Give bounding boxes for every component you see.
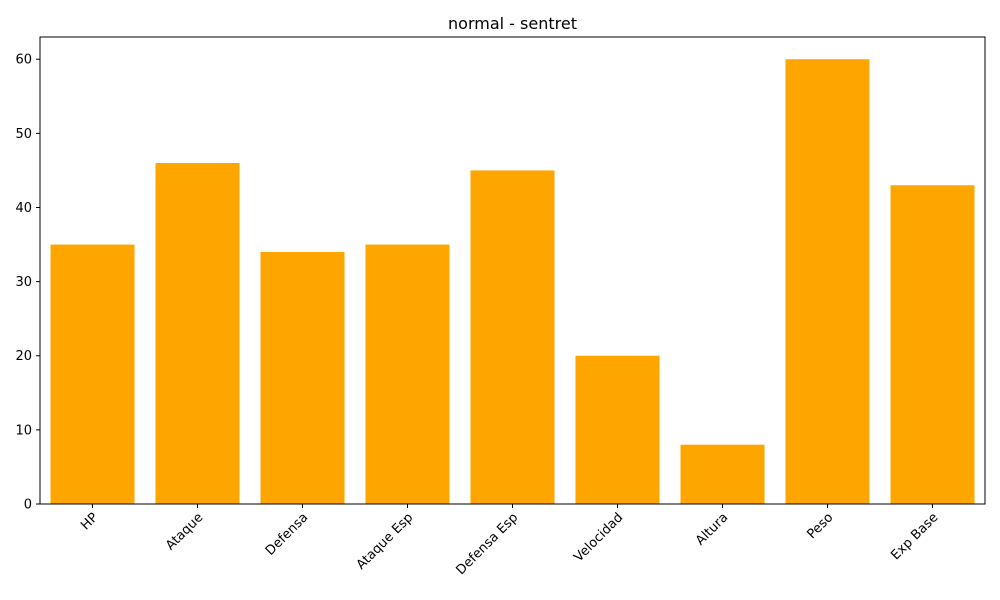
bar-ataque-esp <box>365 244 450 505</box>
x-tick-label: Altura <box>693 510 731 548</box>
y-axis-ticks: 0 10 20 30 40 50 60 <box>15 53 40 513</box>
x-tick-label: Defensa <box>263 510 311 558</box>
x-tick-label: Ataque <box>163 510 206 553</box>
plot-frame <box>39 36 986 505</box>
x-tick-label: Exp Base <box>888 510 941 563</box>
x-axis-ticks: HP Ataque Defensa Ataque Esp Defensa Esp Velo… <box>78 504 941 578</box>
chart-title: normal - sentret <box>448 14 577 33</box>
bar-defensa <box>260 251 345 504</box>
bar-velocidad <box>575 355 660 504</box>
bar-defensa-esp <box>470 170 555 504</box>
bars-layer <box>50 59 975 505</box>
bar-ataque <box>155 163 240 504</box>
y-tick-label: 0 <box>24 498 32 513</box>
x-tick-label: HP <box>78 510 101 533</box>
y-tick-label: 30 <box>15 275 32 290</box>
x-tick-label: Velocidad <box>571 510 626 565</box>
y-tick-label: 50 <box>15 127 32 142</box>
bar-peso <box>785 59 870 504</box>
x-tick-label: Peso <box>804 510 836 542</box>
y-tick-label: 10 <box>15 423 32 438</box>
y-tick-label: 40 <box>15 201 32 216</box>
bar-hp <box>50 244 135 505</box>
x-tick-label: Defensa Esp <box>453 510 521 578</box>
x-tick-label: Ataque Esp <box>354 510 417 573</box>
y-tick-label: 60 <box>15 53 32 68</box>
bar-exp-base <box>890 185 975 504</box>
bar-altura <box>680 444 765 504</box>
y-tick-label: 20 <box>15 349 32 364</box>
